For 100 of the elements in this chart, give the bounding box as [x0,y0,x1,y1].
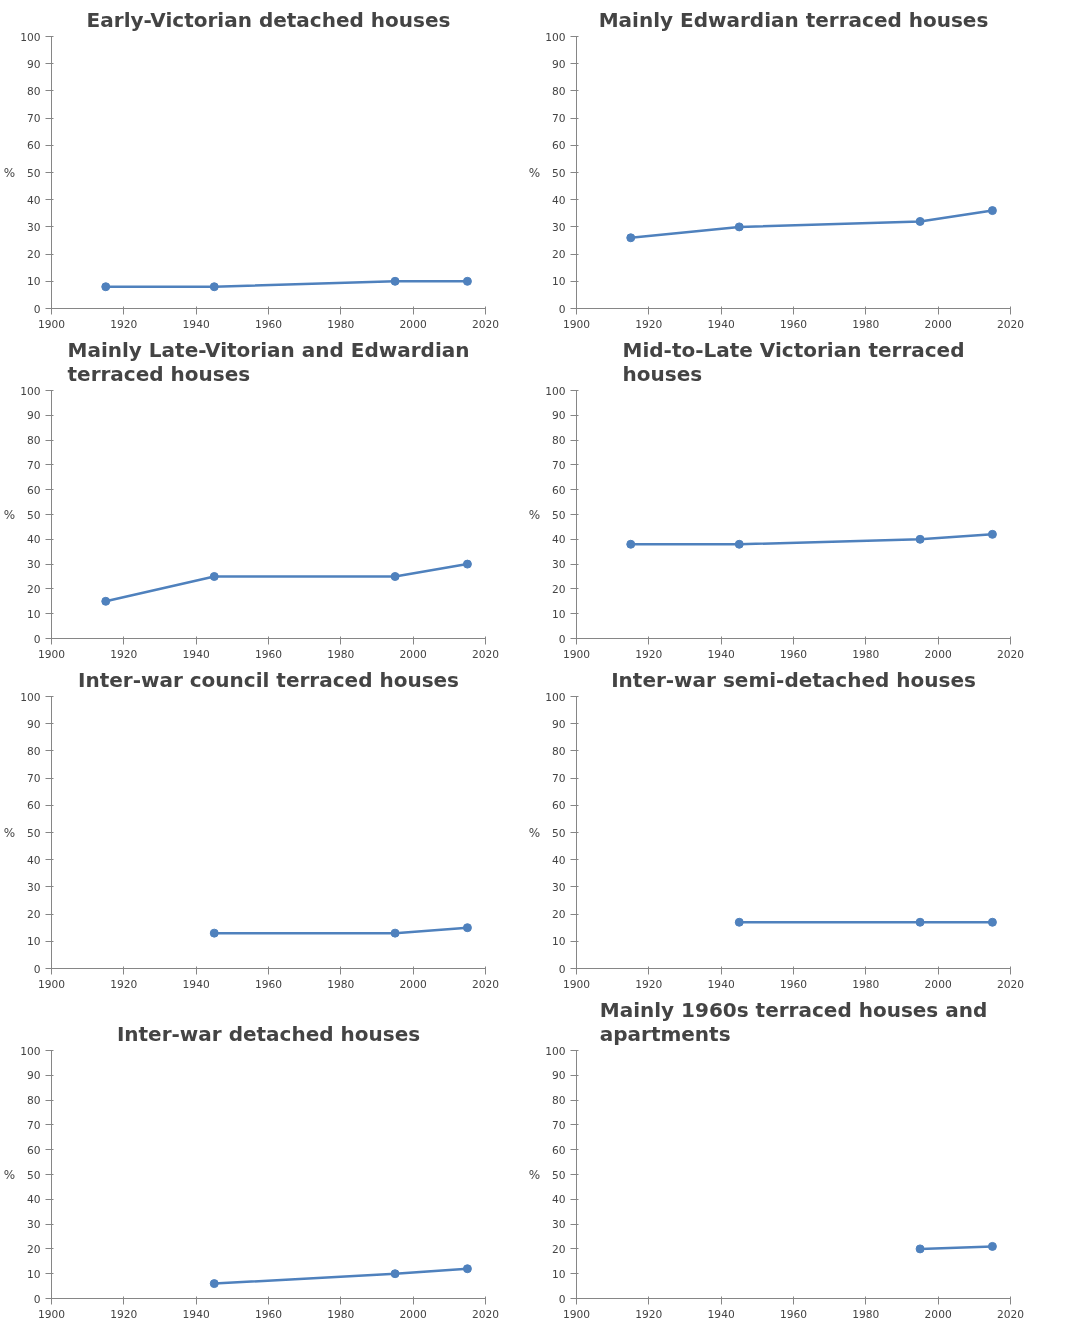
x-tick-label: 2020 [996,317,1025,331]
y-tick-label: 100 [545,690,566,704]
x-tick-label: 1920 [635,1307,663,1321]
x-tick-label: 1920 [110,977,138,991]
x-tick-label: 1960 [254,317,283,331]
y-tick-label: 50 [26,508,41,522]
y-tick-label: 80 [551,84,566,98]
x-tick-label: 2000 [399,1307,427,1321]
y-tick-label: 100 [545,384,566,398]
y-tick-label: 40 [26,533,41,547]
y-tick-label: 30 [26,1218,41,1232]
y-tick-label: 60 [26,483,41,497]
x-tick-label: 2000 [924,317,952,331]
y-tick-label: 0 [33,302,41,316]
y-axis-title: % [3,825,16,840]
chart-title: Mainly Edwardian terraced houses [598,7,989,32]
x-tick-label: 1920 [635,977,663,991]
y-tick-label: 50 [26,826,41,840]
x-tick-label: 1900 [562,647,591,661]
y-tick-label: 0 [33,1292,41,1306]
x-tick-label: 2020 [996,1307,1025,1321]
y-tick-label: 90 [26,717,41,731]
x-tick-label: 2020 [996,977,1025,991]
y-tick-label: 10 [551,1267,566,1281]
y-tick-label: 50 [551,826,566,840]
y-tick-label: 0 [558,962,566,976]
x-tick-label: 1980 [852,1307,880,1321]
y-axis-title: % [3,165,16,180]
y-tick-label: 20 [26,248,41,262]
y-tick-label: 30 [26,558,41,572]
x-tick-label: 1980 [327,977,355,991]
y-tick-label: 40 [26,853,41,867]
y-tick-label: 10 [26,607,41,621]
chart-title: Inter-war council terraced houses [78,667,460,692]
y-tick-label: 80 [26,744,41,758]
y-tick-label: 40 [551,1193,566,1207]
x-tick-label: 1960 [779,977,808,991]
y-tick-label: 10 [26,275,41,289]
y-tick-label: 90 [551,57,566,71]
chart-title: Inter-war semi-detached houses [611,667,976,692]
y-tick-label: 80 [26,84,41,98]
x-tick-label: 1900 [37,977,66,991]
x-tick-label: 1980 [852,647,880,661]
x-tick-label: 2020 [996,647,1025,661]
y-tick-label: 80 [26,1094,41,1108]
y-tick-label: 100 [545,30,566,44]
y-axis-title: % [528,507,541,522]
x-tick-label: 2000 [399,317,427,331]
x-tick-label: 1940 [182,647,210,661]
y-tick-label: 60 [551,483,566,497]
y-tick-label: 20 [551,582,566,596]
y-tick-label: 30 [551,220,566,234]
y-tick-label: 20 [551,1242,566,1256]
y-tick-label: 60 [26,139,41,153]
chart-title: Mid-to-Late Victorian terraced houses [622,337,965,386]
x-tick-label: 1940 [182,317,210,331]
chart-title: Early-Victorian detached houses [86,7,451,32]
y-tick-label: 0 [558,1292,566,1306]
x-tick-label: 2000 [399,977,427,991]
y-tick-label: 60 [26,1143,41,1157]
x-tick-label: 1940 [707,977,735,991]
y-tick-label: 10 [26,935,41,949]
x-tick-label: 1900 [562,977,591,991]
y-tick-label: 20 [551,908,566,922]
y-tick-label: 0 [558,632,566,646]
x-tick-label: 1920 [635,647,663,661]
y-tick-label: 10 [551,935,566,949]
y-tick-label: 70 [551,1118,566,1132]
chart-title: Inter-war detached houses [116,1021,421,1046]
x-tick-label: 1900 [37,317,66,331]
y-tick-label: 80 [551,434,566,448]
x-tick-label: 1960 [779,317,808,331]
x-tick-label: 1900 [562,1307,591,1321]
x-tick-label: 2020 [471,1307,500,1321]
y-tick-label: 20 [26,908,41,922]
y-tick-label: 40 [551,853,566,867]
x-tick-label: 2020 [471,317,500,331]
x-tick-label: 1960 [254,977,283,991]
chart-title: Mainly Late-Vitorian and Edwardian terraced houses [67,337,470,386]
y-tick-label: 40 [26,1193,41,1207]
y-tick-label: 30 [551,880,566,894]
y-tick-label: 80 [26,434,41,448]
x-tick-label: 2000 [924,1307,952,1321]
y-axis-title: % [528,825,541,840]
x-tick-label: 2000 [924,647,952,661]
y-tick-label: 30 [551,558,566,572]
x-tick-label: 1960 [779,647,808,661]
y-tick-label: 0 [33,962,41,976]
x-tick-label: 1940 [182,1307,210,1321]
x-tick-label: 1980 [852,317,880,331]
x-tick-label: 1940 [707,317,735,331]
y-tick-label: 50 [551,508,566,522]
y-tick-label: 20 [551,248,566,262]
y-tick-label: 80 [551,1094,566,1108]
y-tick-label: 60 [551,139,566,153]
x-tick-label: 1980 [852,977,880,991]
y-tick-label: 80 [551,744,566,758]
y-axis-title: % [3,507,16,522]
x-tick-label: 1960 [254,1307,283,1321]
x-tick-label: 1980 [327,1307,355,1321]
